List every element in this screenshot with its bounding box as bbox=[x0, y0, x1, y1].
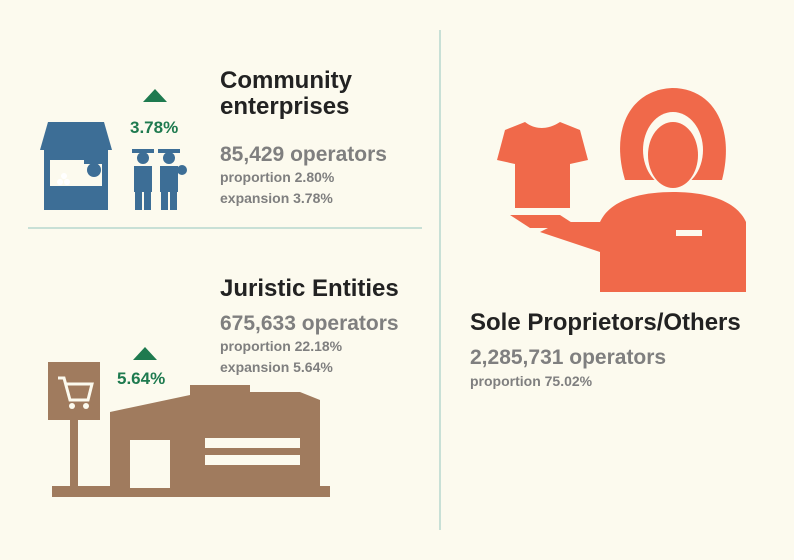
seller-icon bbox=[497, 88, 746, 292]
shop-icon bbox=[48, 362, 330, 497]
growth-badge: 3.78% bbox=[130, 118, 178, 137]
up-arrow bbox=[143, 89, 167, 102]
operators: 675,633 operators bbox=[220, 312, 399, 335]
expansion: expansion 3.78% bbox=[220, 190, 333, 206]
section-title: Community bbox=[220, 67, 353, 94]
section-title: Sole Proprietors/Others bbox=[470, 309, 741, 336]
farmers-icon bbox=[132, 149, 187, 210]
operators: 2,285,731 operators bbox=[470, 346, 666, 369]
proportion: proportion 2.80% bbox=[220, 169, 335, 185]
stall-icon bbox=[40, 122, 112, 210]
up-arrow bbox=[133, 347, 157, 360]
section-title: Juristic Entities bbox=[220, 275, 399, 302]
section-title: enterprises bbox=[220, 93, 349, 120]
proportion: proportion 22.18% bbox=[220, 338, 343, 354]
operators: 85,429 operators bbox=[220, 143, 387, 166]
expansion: expansion 5.64% bbox=[220, 359, 333, 375]
proportion: proportion 75.02% bbox=[470, 373, 593, 389]
growth-badge: 5.64% bbox=[117, 369, 165, 388]
